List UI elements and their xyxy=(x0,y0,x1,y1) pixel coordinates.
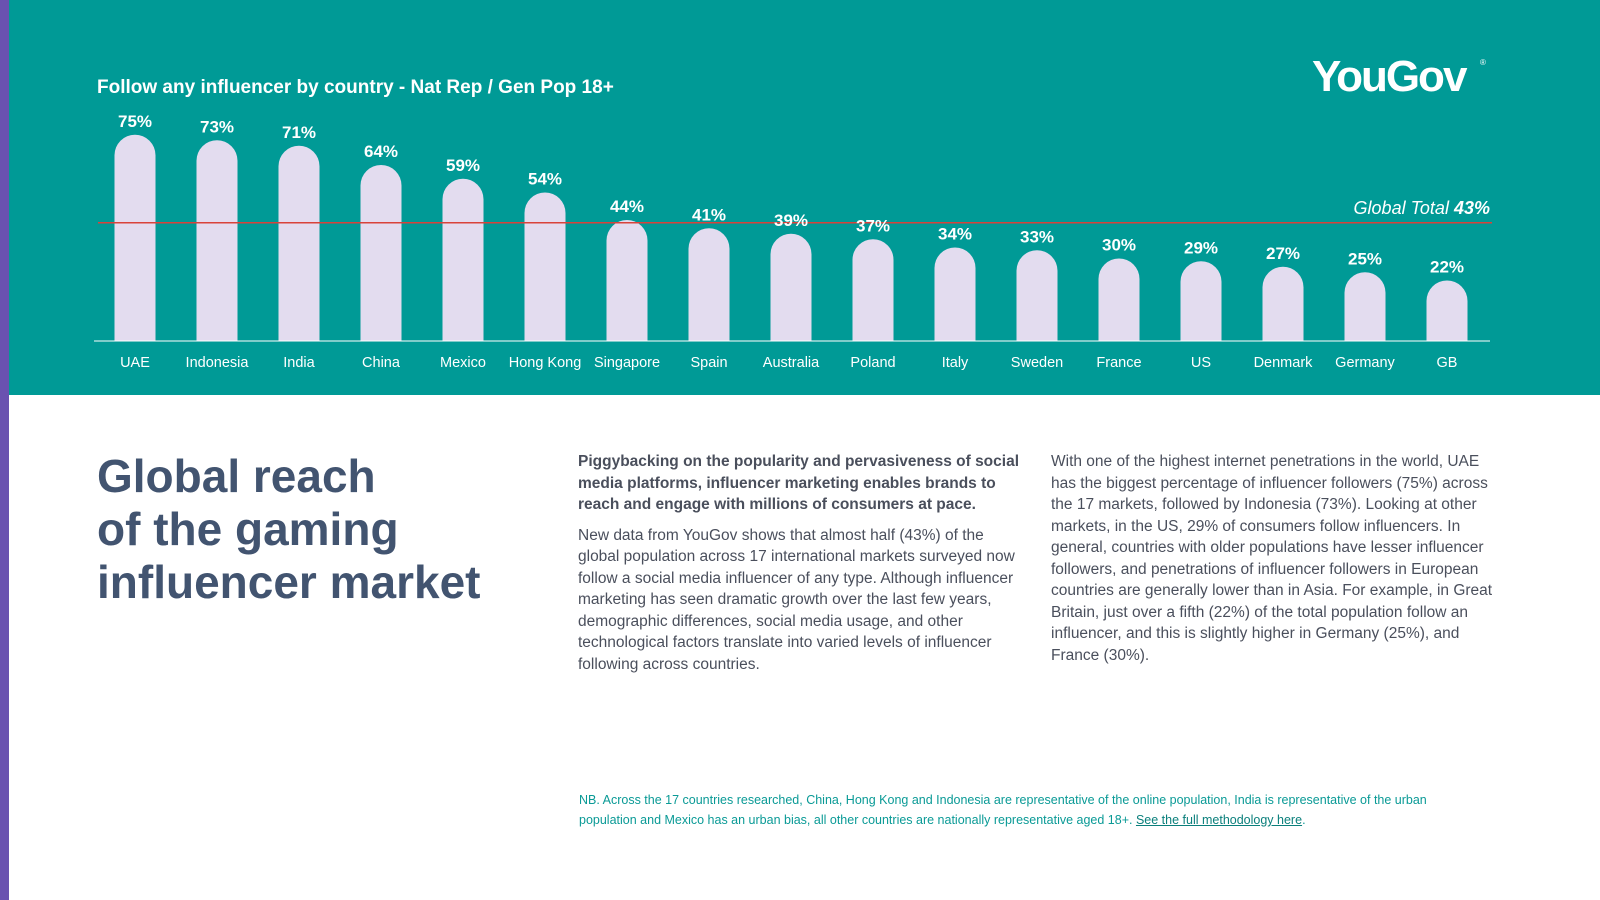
global-total-text: Global Total xyxy=(1353,198,1449,218)
value-label: 54% xyxy=(528,170,562,189)
methodology-link[interactable]: See the full methodology here xyxy=(1135,813,1303,827)
value-label: 29% xyxy=(1184,238,1218,257)
accent-bar xyxy=(0,0,9,900)
footnote-suffix: . xyxy=(1302,813,1306,827)
value-label: 64% xyxy=(364,142,398,161)
bar-mexico xyxy=(442,178,484,341)
headline-line-3: influencer market xyxy=(97,556,481,608)
category-label: India xyxy=(283,355,315,371)
text-column-2: With one of the highest internet penetra… xyxy=(1051,451,1496,666)
value-label: 25% xyxy=(1348,249,1382,268)
chart-title: Follow any influencer by country - Nat R… xyxy=(97,77,614,98)
bar-china xyxy=(360,165,402,341)
category-label: Italy xyxy=(942,355,969,371)
category-label: GB xyxy=(1437,355,1458,371)
value-label: 30% xyxy=(1102,236,1136,255)
category-label: Poland xyxy=(850,355,895,371)
value-label: 22% xyxy=(1430,258,1464,277)
bar-singapore xyxy=(606,219,648,341)
bar-spain xyxy=(688,228,730,341)
global-total-label: Global Total 43% xyxy=(1200,198,1490,219)
value-label: 37% xyxy=(856,216,890,235)
bar-us xyxy=(1180,261,1222,341)
value-label: 59% xyxy=(446,156,480,175)
bar-gb xyxy=(1426,280,1468,341)
bar-chart: 75% UAE 73% Indonesia 71% India 64% China 59% Mex… xyxy=(94,112,1492,371)
bar-germany xyxy=(1344,272,1386,341)
category-label: Germany xyxy=(1335,355,1395,371)
footnote: NB. Across the 17 countries researched, … xyxy=(579,790,1479,830)
category-label: Hong Kong xyxy=(509,355,582,371)
bars-layer xyxy=(114,134,1468,341)
category-label: Sweden xyxy=(1011,355,1063,371)
value-label: 33% xyxy=(1020,227,1054,246)
category-label: China xyxy=(362,355,401,371)
bar-italy xyxy=(934,247,976,341)
headline: Global reach of the gaming influencer ma… xyxy=(97,450,557,609)
footnote-text: NB. Across the 17 countries researched, … xyxy=(579,793,1427,827)
category-label: Australia xyxy=(763,355,820,371)
registered-mark: ® xyxy=(1480,58,1486,67)
yougov-logo: YouGov ® xyxy=(1312,52,1492,102)
category-label: UAE xyxy=(120,355,150,371)
bar-india xyxy=(278,145,320,341)
bar-uae xyxy=(114,134,156,341)
value-label: 71% xyxy=(282,123,316,142)
bar-hong-kong xyxy=(524,192,566,341)
category-label: Mexico xyxy=(440,355,486,371)
value-label: 75% xyxy=(118,112,152,131)
category-label: Indonesia xyxy=(186,355,250,371)
category-label: Spain xyxy=(690,355,727,371)
bar-denmark xyxy=(1262,266,1304,341)
value-label: 34% xyxy=(938,225,972,244)
value-label: 44% xyxy=(610,197,644,216)
body-paragraph-2: With one of the highest internet penetra… xyxy=(1051,453,1493,664)
value-label: 39% xyxy=(774,211,808,230)
logo-wordmark: YouGov xyxy=(1312,52,1467,101)
bar-france xyxy=(1098,258,1140,341)
value-label: 73% xyxy=(200,117,234,136)
bar-indonesia xyxy=(196,140,238,341)
headline-line-2: of the gaming xyxy=(97,503,399,555)
category-label: Denmark xyxy=(1254,355,1314,371)
value-label: 27% xyxy=(1266,244,1300,263)
bar-sweden xyxy=(1016,250,1058,341)
body-paragraph-1: New data from YouGov shows that almost h… xyxy=(578,526,1015,673)
global-total-value: 43% xyxy=(1453,198,1490,218)
labels-layer: 75% UAE 73% Indonesia 71% India 64% China 59% Mex… xyxy=(118,112,1464,371)
category-label: France xyxy=(1096,355,1141,371)
bar-australia xyxy=(770,233,812,341)
headline-line-1: Global reach xyxy=(97,450,376,502)
text-column-1: Piggybacking on the popularity and perva… xyxy=(578,451,1023,675)
bar-poland xyxy=(852,239,894,341)
value-label: 41% xyxy=(692,205,726,224)
category-label: US xyxy=(1191,355,1211,371)
lead-paragraph: Piggybacking on the popularity and perva… xyxy=(578,453,1020,513)
category-label: Singapore xyxy=(594,355,660,371)
